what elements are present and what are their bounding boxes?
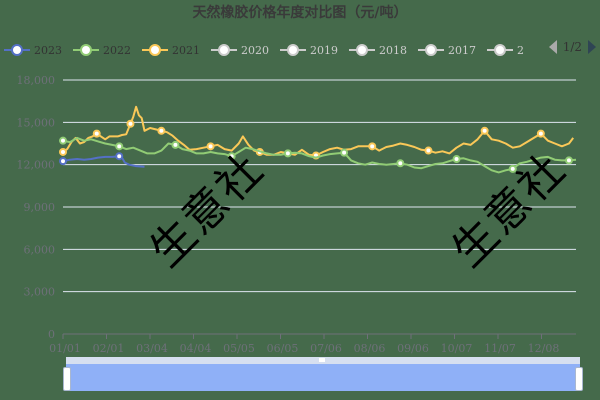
data-point-marker[interactable] bbox=[126, 119, 135, 128]
x-tick-label: 12/08 bbox=[528, 342, 560, 355]
y-tick-label: 9,000 bbox=[24, 201, 56, 214]
legend-label: 2020 bbox=[241, 43, 269, 57]
grid-lines bbox=[63, 79, 576, 293]
legend-line-marker-icon bbox=[142, 44, 168, 56]
legend-item-2019[interactable]: 2019 bbox=[280, 43, 338, 57]
series-lines bbox=[59, 105, 577, 174]
x-tick-label: 11/07 bbox=[484, 342, 516, 355]
y-tick-label: 15,000 bbox=[17, 116, 56, 129]
legend-label: 2019 bbox=[310, 43, 338, 57]
legend-line-marker-icon bbox=[4, 44, 30, 56]
legend: 2023 2022 2021 2020 2019 2018 2017 2 bbox=[4, 41, 600, 59]
legend-item-2018[interactable]: 2018 bbox=[349, 43, 407, 57]
series-line-2023[interactable] bbox=[62, 155, 145, 168]
legend-line-marker-icon bbox=[280, 44, 306, 56]
data-point-marker[interactable] bbox=[59, 136, 67, 145]
data-point-marker[interactable] bbox=[283, 149, 292, 158]
legend-item-2022[interactable]: 2022 bbox=[73, 43, 131, 57]
y-axis: 0 3,000 6,000 9,000 12,000 15,000 18,000 bbox=[17, 74, 56, 341]
data-point-marker[interactable] bbox=[115, 142, 124, 151]
series-line-2021[interactable] bbox=[62, 105, 574, 157]
data-point-marker[interactable] bbox=[59, 157, 67, 166]
x-tick-label: 06/05 bbox=[267, 342, 299, 355]
legend-label: 2023 bbox=[34, 43, 62, 57]
legend-line-marker-icon bbox=[349, 44, 375, 56]
y-tick-label: 3,000 bbox=[24, 286, 56, 299]
legend-line-marker-icon bbox=[73, 44, 99, 56]
y-tick-label: 18,000 bbox=[17, 74, 56, 87]
data-point-marker[interactable] bbox=[92, 129, 101, 138]
y-tick-label: 6,000 bbox=[24, 243, 56, 256]
legend-line-marker-icon bbox=[418, 44, 444, 56]
data-point-marker[interactable] bbox=[227, 152, 236, 161]
data-point-marker[interactable] bbox=[396, 159, 405, 168]
series-line-2022[interactable] bbox=[62, 136, 577, 174]
y-tick-label: 0 bbox=[48, 328, 55, 341]
data-point-marker[interactable] bbox=[424, 146, 433, 155]
data-point-marker[interactable] bbox=[368, 142, 377, 151]
data-point-marker[interactable] bbox=[452, 155, 461, 164]
slider-start-handle[interactable] bbox=[63, 367, 71, 391]
legend-item-2017[interactable]: 2017 bbox=[418, 43, 476, 57]
legend-label: 2 bbox=[517, 43, 524, 57]
legend-item-2[interactable]: 2 bbox=[487, 43, 524, 57]
data-zoom-slider[interactable] bbox=[63, 357, 583, 391]
x-tick-label: 07/06 bbox=[310, 342, 342, 355]
x-tick-label: 09/06 bbox=[397, 342, 429, 355]
legend-line-marker-icon bbox=[487, 44, 513, 56]
legend-page-indicator: 1/2 bbox=[562, 40, 582, 54]
slider-selected-range[interactable] bbox=[66, 364, 580, 391]
legend-pager: 1/2 bbox=[548, 40, 596, 54]
legend-next-page-icon[interactable] bbox=[588, 40, 596, 54]
x-tick-label: 01/01 bbox=[49, 342, 81, 355]
legend-prev-page-icon[interactable] bbox=[548, 40, 557, 54]
data-point-marker[interactable] bbox=[157, 126, 166, 135]
legend-line-marker-icon bbox=[211, 44, 237, 56]
chart-title: 天然橡胶价格年度对比图（元/吨） bbox=[192, 5, 408, 21]
x-tick-label: 03/04 bbox=[136, 342, 168, 355]
slider-end-handle[interactable] bbox=[575, 367, 583, 391]
slider-move-handle[interactable] bbox=[319, 358, 325, 362]
legend-item-2021[interactable]: 2021 bbox=[142, 43, 200, 57]
data-point-marker[interactable] bbox=[480, 126, 489, 135]
data-point-marker[interactable] bbox=[171, 140, 180, 149]
y-tick-label: 12,000 bbox=[17, 159, 56, 172]
x-tick-label: 08/06 bbox=[354, 342, 386, 355]
legend-label: 2021 bbox=[172, 43, 200, 57]
x-tick-label: 04/04 bbox=[180, 342, 212, 355]
legend-label: 2017 bbox=[448, 43, 476, 57]
legend-item-2020[interactable]: 2020 bbox=[211, 43, 269, 57]
data-point-marker[interactable] bbox=[206, 142, 215, 151]
data-point-marker[interactable] bbox=[536, 129, 545, 138]
x-tick-label: 02/01 bbox=[93, 342, 125, 355]
x-tick-label: 05/05 bbox=[223, 342, 255, 355]
data-point-marker[interactable] bbox=[59, 147, 67, 156]
legend-item-2023[interactable]: 2023 bbox=[4, 43, 62, 57]
x-tick-label: 10/07 bbox=[441, 342, 473, 355]
legend-label: 2018 bbox=[379, 43, 407, 57]
data-point-marker[interactable] bbox=[564, 156, 573, 165]
data-point-marker[interactable] bbox=[508, 164, 517, 173]
data-point-marker[interactable] bbox=[115, 152, 124, 161]
x-axis: 01/01 02/01 03/04 04/04 05/05 06/05 07/06 08/06… bbox=[49, 333, 576, 355]
data-point-marker[interactable] bbox=[340, 148, 349, 157]
legend-label: 2022 bbox=[103, 43, 131, 57]
